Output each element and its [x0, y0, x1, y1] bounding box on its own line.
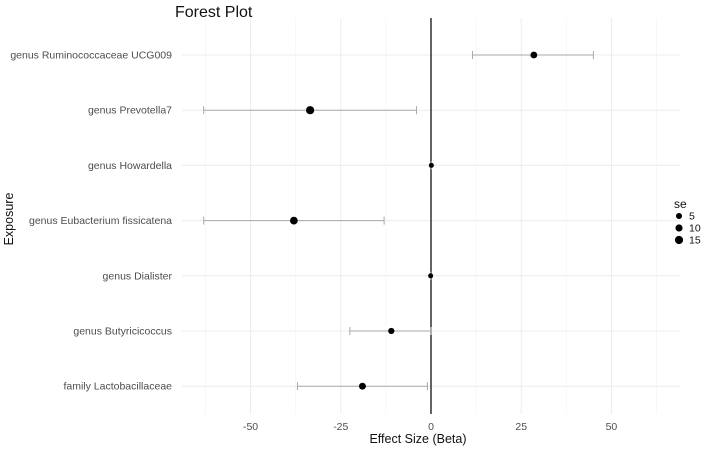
x-tick-label: -25: [333, 421, 348, 433]
y-tick-label: genus Dialister: [103, 270, 173, 282]
y-tick-label: genus Butyricicoccus: [73, 326, 172, 338]
legend-key-point: [675, 224, 683, 232]
y-tick-label: genus Ruminococcaceae UCG009: [10, 50, 172, 62]
y-axis-label: Exposure: [2, 193, 16, 246]
x-tick-label: 50: [606, 421, 618, 433]
x-tick-label: 25: [515, 421, 527, 433]
legend-item-label: 15: [689, 235, 701, 247]
legend-key-point: [674, 235, 684, 245]
y-tick-label: genus Eubacterium fissicatena: [29, 215, 172, 227]
x-tick-label: -50: [243, 421, 258, 433]
y-tick-label: genus Prevotella7: [88, 105, 172, 117]
estimate-point: [530, 51, 538, 59]
y-tick-label: genus Howardella: [88, 160, 172, 172]
legend-item-label: 10: [689, 223, 701, 235]
estimate-point: [358, 382, 366, 390]
estimate-point: [290, 216, 298, 225]
legend-key-point: [675, 212, 683, 220]
estimate-point: [306, 106, 315, 115]
estimate-point-layer: [290, 51, 538, 390]
estimate-point: [388, 327, 395, 335]
y-tick-label: family Lactobacillaceae: [63, 381, 172, 393]
legend-item-label: 5: [689, 211, 695, 223]
legend-title: se: [674, 197, 687, 211]
x-tick-labels: -50 -25 0 25 50: [243, 421, 617, 433]
x-axis-label: Effect Size (Beta): [369, 432, 466, 446]
estimate-point: [428, 162, 434, 168]
x-tick-label: 0: [428, 421, 434, 433]
estimate-point: [428, 273, 434, 279]
chart-title: Forest Plot: [175, 4, 253, 21]
y-tick-labels: genus Ruminococcaceae UCG009 genus Prevot…: [10, 50, 172, 393]
